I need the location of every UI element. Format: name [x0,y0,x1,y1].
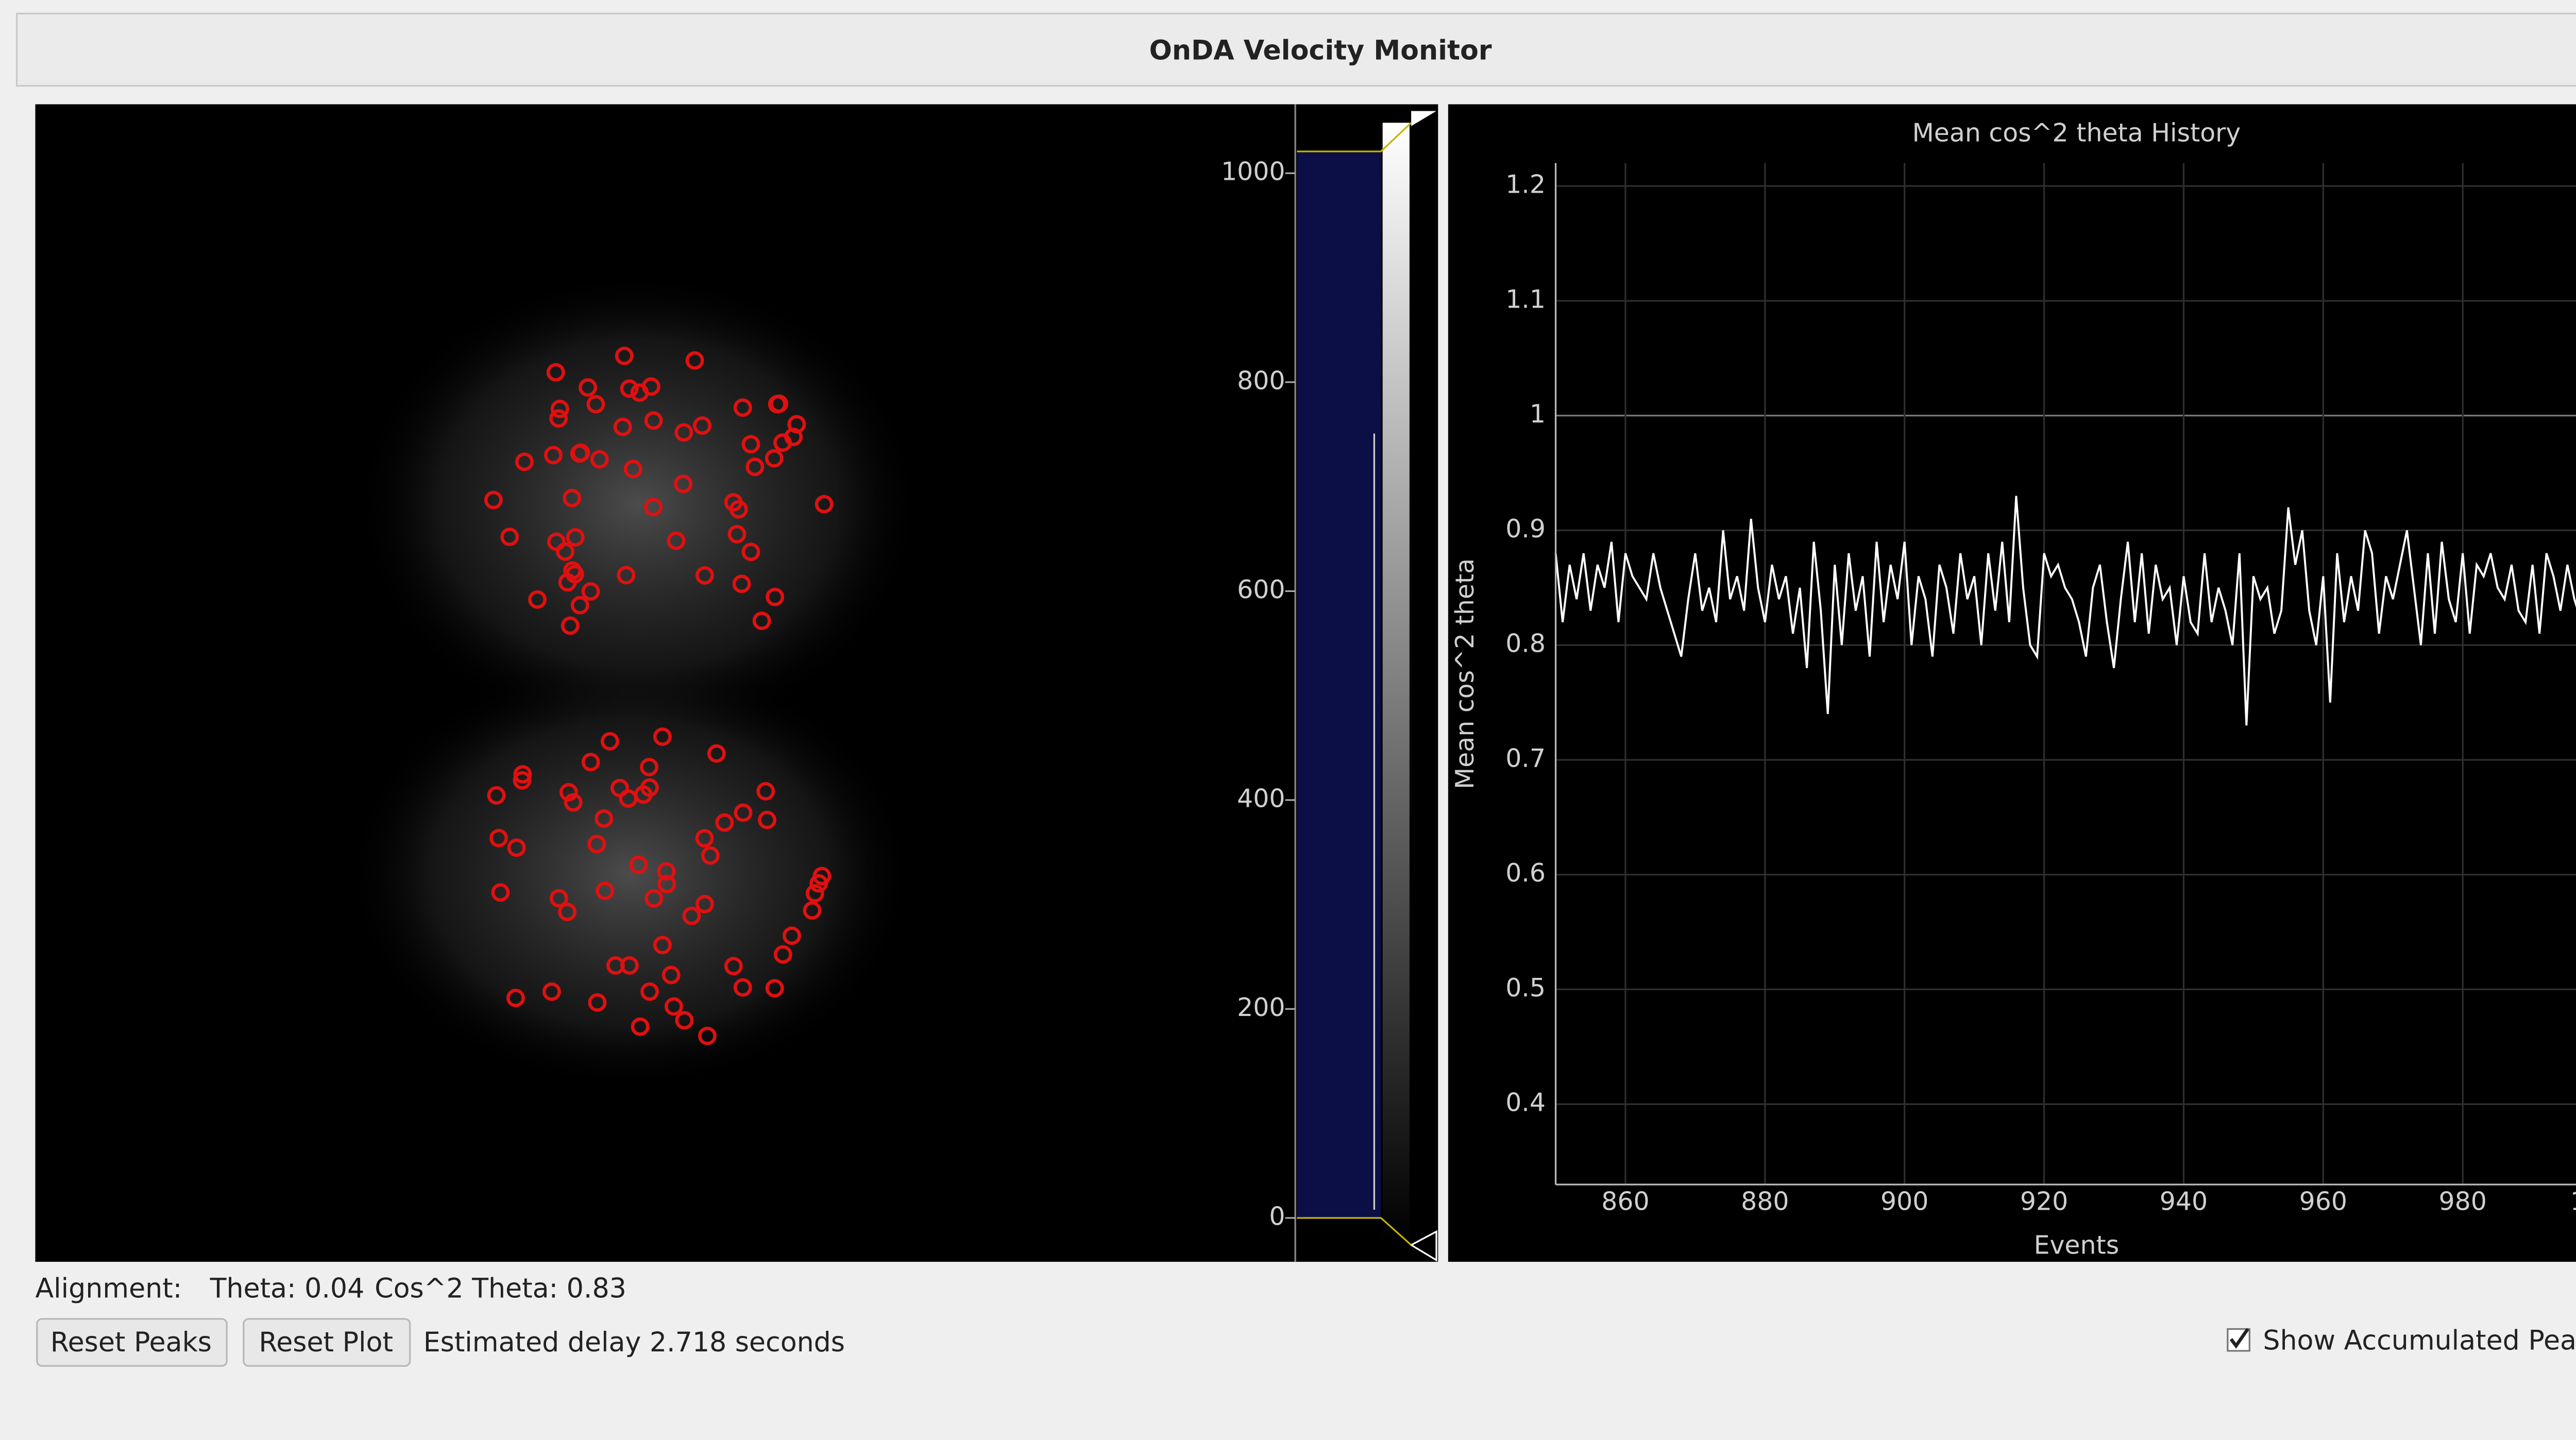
level-region[interactable] [1297,151,1381,1218]
y-tick-label: 400 [1237,784,1285,813]
delay-text: Estimated delay 2.718 seconds [423,1327,845,1358]
y-tick-label: 800 [1237,366,1285,395]
window-title: OnDA Velocity Monitor [1149,35,1492,66]
y-tick-label: 200 [1237,993,1285,1022]
chart-title: Mean cos^2 theta History [1912,118,2241,148]
theta-value: Theta: 0.04 [210,1274,365,1305]
x-tick-label: 880 [1741,1187,1789,1216]
y-tick-label: 1.2 [1505,170,1546,199]
x-tick-label: 900 [1880,1187,1928,1216]
button-label[interactable]: Reset Peaks [50,1327,212,1358]
x-tick-label: 940 [2160,1187,2208,1216]
cos2-theta-value: Cos^2 Theta: 0.83 [375,1274,626,1305]
y-tick-label: 1000 [1221,157,1285,187]
x-tick-label: 960 [2299,1187,2347,1216]
y-tick-label: 0.5 [1505,973,1546,1003]
x-tick-label: 860 [1601,1187,1649,1216]
y-tick-label: 0.9 [1505,514,1546,544]
y-tick-label: 0.8 [1505,629,1546,658]
window: OnDA Velocity Monitor × A 86088090092094… [0,0,2576,1440]
y-tick-label: 1 [1530,399,1546,429]
x-tick-label: 920 [2020,1187,2068,1216]
x-axis-label: Events [2034,1230,2120,1260]
y-tick-label: 0.7 [1505,743,1546,773]
y-tick-label: 0.4 [1505,1088,1546,1117]
y-axis-label: Mean cos^2 theta [1450,558,1480,789]
alignment-label: Alignment: [35,1274,182,1305]
gradient-bar[interactable] [1383,123,1410,1243]
button-label[interactable]: Reset Plot [259,1327,393,1358]
y-tick-label: 600 [1237,575,1285,604]
y-tick-label: 0.6 [1505,858,1546,888]
x-tick-label: 980 [2438,1187,2486,1216]
plot-panel [1448,104,2576,1262]
checkbox-label[interactable]: Show Accumulated Peaks [2263,1326,2576,1357]
y-tick-label: 0 [1269,1201,1285,1231]
y-tick-label: 1.1 [1505,284,1546,314]
page: {"window_title": "OnDA Velocity Monitor"… [0,0,2576,1440]
x-tick-label: 1000 [2570,1187,2576,1216]
